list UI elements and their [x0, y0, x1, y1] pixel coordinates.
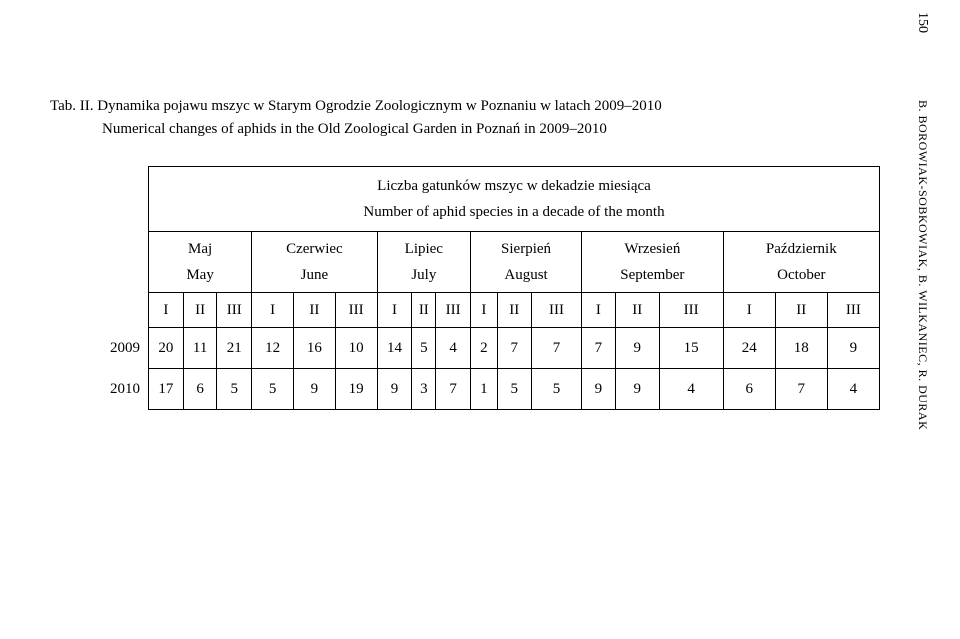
- caption-label: Tab. II.: [50, 98, 94, 114]
- table-row: 2010 17 6 5 5 9 19 9 3 7 1 5 5 9 9 4 6 7…: [90, 369, 880, 410]
- year-cell: 2010: [90, 369, 149, 410]
- data-cell: 4: [827, 369, 879, 410]
- data-cell: 9: [827, 328, 879, 369]
- header-title-en: Number of aphid species in a decade of t…: [149, 199, 880, 232]
- data-cell: 7: [581, 328, 615, 369]
- data-cell: 5: [531, 369, 581, 410]
- data-cell: 11: [183, 328, 217, 369]
- decade-row: I II III I II III I II III I II III I II…: [90, 293, 880, 328]
- data-cell: 10: [335, 328, 377, 369]
- decade-cell: III: [335, 293, 377, 328]
- table-caption: Tab. II. Dynamika pojawu mszyc w Starym …: [50, 95, 880, 140]
- data-cell: 9: [615, 328, 659, 369]
- month-pl: Czerwiec: [252, 232, 377, 263]
- months-row-pl: Maj Czerwiec Lipiec Sierpień Wrzesień Pa…: [90, 232, 880, 263]
- data-cell: 21: [217, 328, 252, 369]
- data-cell: 9: [615, 369, 659, 410]
- data-cell: 14: [377, 328, 412, 369]
- month-pl: Sierpień: [471, 232, 582, 263]
- month-en: August: [471, 262, 582, 293]
- table-row: 2009 20 11 21 12 16 10 14 5 4 2 7 7 7 9 …: [90, 328, 880, 369]
- month-en: May: [149, 262, 252, 293]
- data-cell: 7: [775, 369, 827, 410]
- data-cell: 5: [412, 328, 436, 369]
- data-cell: 15: [659, 328, 723, 369]
- decade-cell: III: [827, 293, 879, 328]
- data-cell: 3: [412, 369, 436, 410]
- data-cell: 16: [293, 328, 335, 369]
- data-cell: 24: [723, 328, 775, 369]
- data-cell: 9: [293, 369, 335, 410]
- decade-cell: I: [581, 293, 615, 328]
- decade-cell: I: [252, 293, 294, 328]
- decade-cell: I: [723, 293, 775, 328]
- side-author-names: B. BOROWIAK-SOBKOWIAK, B. WILKANIEC, R. …: [915, 100, 930, 430]
- data-cell: 4: [436, 328, 471, 369]
- caption-line1: Dynamika pojawu mszyc w Starym Ogrodzie …: [97, 98, 661, 114]
- month-pl: Maj: [149, 232, 252, 263]
- header-title-pl: Liczba gatunków mszyc w dekadzie miesiąc…: [149, 167, 880, 200]
- data-cell: 5: [217, 369, 252, 410]
- month-pl: Październik: [723, 232, 879, 263]
- data-cell: 6: [183, 369, 217, 410]
- decade-cell: II: [412, 293, 436, 328]
- caption-line2: Numerical changes of aphids in the Old Z…: [102, 118, 880, 141]
- table-wrap: Liczba gatunków mszyc w dekadzie miesiąc…: [90, 166, 880, 410]
- month-en: June: [252, 262, 377, 293]
- data-cell: 5: [252, 369, 294, 410]
- data-cell: 9: [377, 369, 412, 410]
- decade-cell: I: [149, 293, 184, 328]
- data-cell: 7: [436, 369, 471, 410]
- decade-cell: III: [659, 293, 723, 328]
- data-cell: 2: [471, 328, 498, 369]
- month-pl: Wrzesień: [581, 232, 723, 263]
- month-en: July: [377, 262, 471, 293]
- data-cell: 5: [497, 369, 531, 410]
- months-row-en: May June July August September October: [90, 262, 880, 293]
- table-header-row-2: Number of aphid species in a decade of t…: [90, 199, 880, 232]
- decade-cell: II: [497, 293, 531, 328]
- table-header-row-1: Liczba gatunków mszyc w dekadzie miesiąc…: [90, 167, 880, 200]
- data-cell: 18: [775, 328, 827, 369]
- decade-cell: III: [436, 293, 471, 328]
- data-cell: 12: [252, 328, 294, 369]
- year-cell: 2009: [90, 328, 149, 369]
- month-en: September: [581, 262, 723, 293]
- data-cell: 20: [149, 328, 184, 369]
- month-en: October: [723, 262, 879, 293]
- data-cell: 7: [497, 328, 531, 369]
- decade-cell: II: [293, 293, 335, 328]
- decade-cell: II: [775, 293, 827, 328]
- data-cell: 9: [581, 369, 615, 410]
- data-cell: 19: [335, 369, 377, 410]
- data-cell: 17: [149, 369, 184, 410]
- decade-cell: III: [531, 293, 581, 328]
- page-content: Tab. II. Dynamika pojawu mszyc w Starym …: [0, 0, 960, 410]
- decade-cell: I: [471, 293, 498, 328]
- data-cell: 1: [471, 369, 498, 410]
- data-cell: 7: [531, 328, 581, 369]
- month-pl: Lipiec: [377, 232, 471, 263]
- data-cell: 4: [659, 369, 723, 410]
- decade-cell: I: [377, 293, 412, 328]
- decade-cell: II: [615, 293, 659, 328]
- data-cell: 6: [723, 369, 775, 410]
- page-number: 150: [914, 12, 930, 33]
- decade-cell: III: [217, 293, 252, 328]
- data-table: Liczba gatunków mszyc w dekadzie miesiąc…: [90, 166, 880, 410]
- decade-cell: II: [183, 293, 217, 328]
